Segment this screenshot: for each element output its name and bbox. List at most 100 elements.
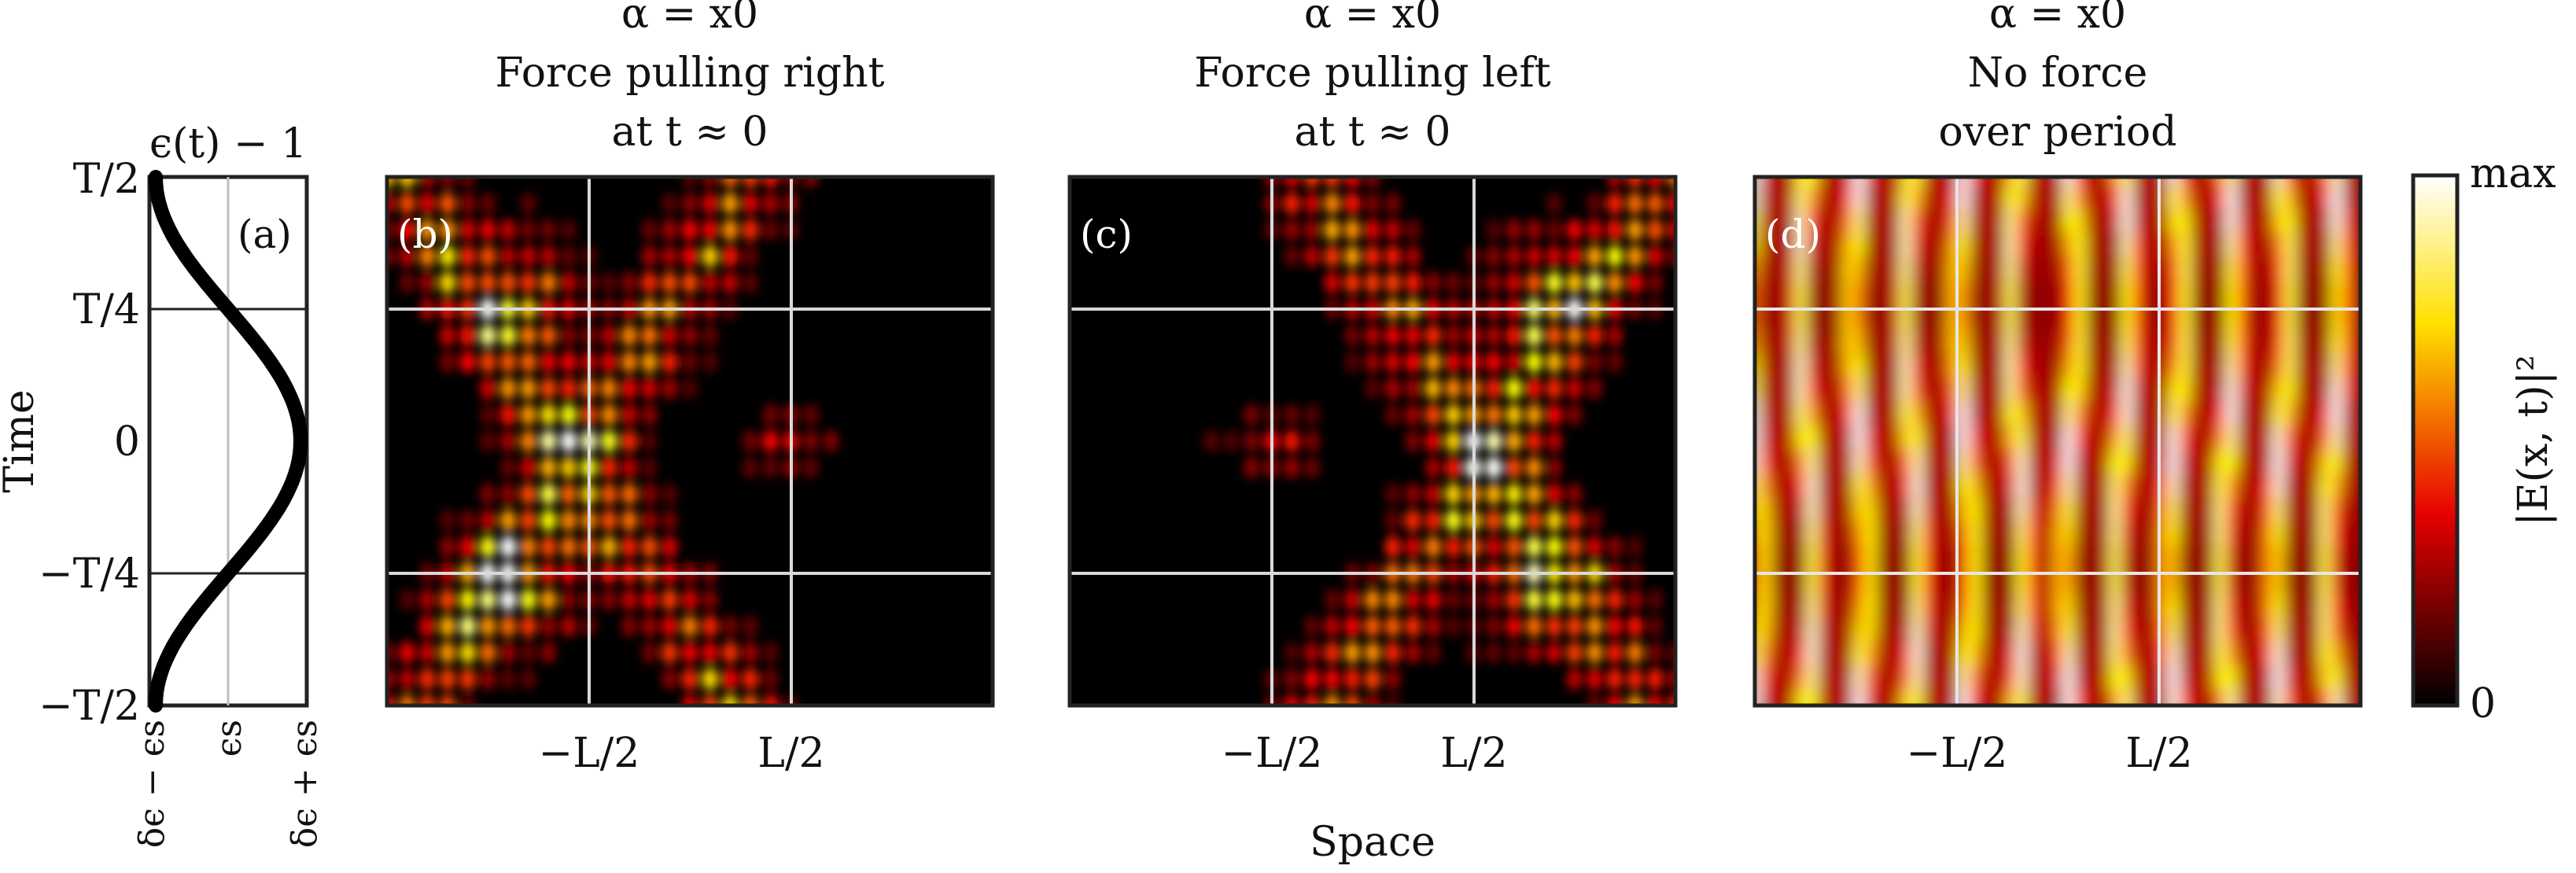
wave-stripe-spot (2306, 664, 2321, 699)
wave-stripe-spot (2073, 279, 2088, 315)
wave-stripe-spot (2085, 495, 2100, 531)
interference-spot (480, 351, 496, 374)
wave-stripe-spot (2132, 448, 2147, 483)
wave-stripe-spot (1864, 568, 1879, 603)
wave-stripe-spot (2120, 543, 2135, 579)
wave-stripe-spot (1899, 616, 1914, 651)
wave-stripe-spot (1922, 448, 1937, 483)
wave-stripe-spot (1969, 448, 1984, 483)
interference-spot (641, 324, 658, 347)
wave-stripe-spot (2178, 231, 2193, 267)
wave-stripe-spot (1899, 183, 1914, 219)
wave-stripe-spot (2073, 520, 2088, 555)
wave-stripe-spot (1841, 279, 1856, 315)
wave-stripe-spot (2260, 327, 2275, 363)
wave-stripe-spot (1817, 664, 1832, 699)
wave-stripe-spot (2213, 279, 2228, 315)
wave-stripe-spot (1829, 327, 1844, 363)
wave-stripe-spot (2097, 664, 2112, 699)
interference-spot (500, 615, 516, 638)
interference-spot (1526, 430, 1542, 452)
wave-stripe-spot (2120, 208, 2135, 243)
wave-stripe-spot (1899, 375, 1914, 411)
wave-stripe-spot (1933, 400, 1948, 435)
wave-stripe-spot (1782, 543, 1797, 579)
wave-stripe-spot (2085, 591, 2100, 627)
wave-stripe-spot (2003, 256, 2018, 291)
wave-stripe-spot (1782, 256, 1797, 291)
interference-spot (1607, 219, 1623, 241)
wave-stripe-spot (1759, 400, 1774, 435)
wave-stripe-spot (2003, 375, 2018, 411)
wave-stripe-spot (1771, 664, 1786, 699)
wave-stripe-spot (1806, 568, 1820, 603)
wave-stripe-spot (2272, 639, 2287, 675)
interference-spot (1384, 351, 1401, 374)
wave-stripe-spot (2167, 231, 2182, 267)
wave-stripe-spot (2097, 448, 2112, 483)
wave-stripe-spot (2097, 520, 2112, 555)
wave-stripe-spot (1992, 591, 2007, 627)
interference-spot (1445, 351, 1461, 374)
wave-stripe-spot (1981, 616, 1996, 651)
wave-stripe-spot (2143, 472, 2158, 507)
interference-spot (1607, 177, 1623, 188)
wave-stripe-spot (1981, 472, 1996, 507)
wave-stripe-spot (1981, 448, 1996, 483)
interference-spot (682, 351, 698, 374)
panel-a-title: ϵ(t) − 1 (149, 120, 307, 168)
interference-spot (540, 403, 557, 426)
interference-spot (1425, 509, 1441, 532)
wave-stripe-spot (2342, 472, 2357, 507)
interference-spot (743, 271, 758, 294)
wave-stripe-spot (1806, 256, 1820, 291)
wave-stripe-spot (2109, 424, 2123, 459)
interference-spot (1304, 668, 1320, 691)
wave-stripe-spot (1875, 375, 1890, 411)
wave-stripe-spot (1771, 256, 1786, 291)
wave-stripe-spot (1887, 279, 1902, 315)
wave-stripe-spot (2039, 352, 2054, 387)
panel-c-title-line-1: α = x0 (1304, 0, 1441, 38)
wave-stripe-spot (2202, 448, 2217, 483)
interference-spot (641, 641, 658, 664)
wave-stripe-spot (2190, 520, 2205, 555)
wave-stripe-spot (2225, 352, 2240, 387)
wave-stripe-spot (2062, 639, 2077, 675)
wave-stripe-spot (2213, 231, 2228, 267)
interference-spot (1445, 271, 1461, 294)
wave-stripe-spot (2272, 400, 2287, 435)
wave-stripe-spot (2236, 304, 2251, 339)
wave-stripe-spot (1992, 352, 2007, 387)
interference-spot (682, 324, 698, 347)
interference-spot (662, 641, 678, 664)
wave-stripe-spot (1875, 256, 1890, 291)
wave-stripe-spot (2062, 424, 2077, 459)
interference-spot (1607, 192, 1623, 215)
interference-spot (1425, 271, 1441, 294)
interference-spot (1486, 324, 1502, 347)
interference-spot (641, 245, 658, 267)
interference-spot (480, 588, 496, 611)
interference-spot (459, 351, 476, 374)
wave-stripe-spot (1864, 448, 1879, 483)
wave-stripe-spot (2272, 279, 2287, 315)
interference-spot (1587, 351, 1603, 374)
wave-stripe-spot (2330, 616, 2345, 651)
wave-stripe-spot (2015, 400, 2030, 435)
interference-spot (561, 509, 577, 532)
wave-stripe-spot (1841, 616, 1856, 651)
wave-stripe-spot (2097, 304, 2112, 339)
wave-stripe-spot (2330, 231, 2345, 267)
wave-stripe-spot (1933, 327, 1948, 363)
wave-stripe-spot (2027, 664, 2042, 699)
wave-stripe-spot (2190, 183, 2205, 219)
wave-stripe-spot (2236, 208, 2251, 243)
wave-stripe-spot (1933, 688, 1948, 705)
wave-stripe-spot (2330, 327, 2345, 363)
wave-stripe-spot (2015, 568, 2030, 603)
interference-spot (803, 177, 819, 188)
interference-spot (1505, 588, 1522, 611)
wave-stripe-spot (1992, 231, 2007, 267)
wave-stripe-spot (2202, 352, 2217, 387)
